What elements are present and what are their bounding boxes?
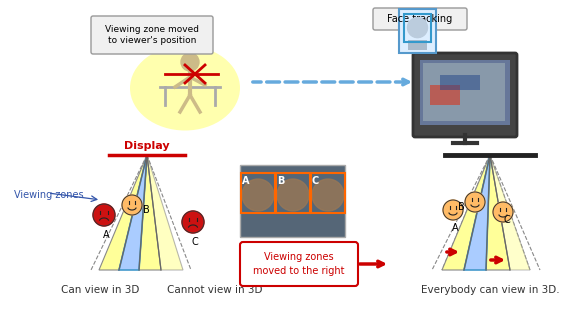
Polygon shape xyxy=(486,155,510,270)
Text: Cannot view in 3D: Cannot view in 3D xyxy=(167,285,263,295)
Circle shape xyxy=(93,204,115,226)
FancyBboxPatch shape xyxy=(240,242,358,286)
Circle shape xyxy=(465,192,485,212)
Circle shape xyxy=(122,195,142,215)
Text: A: A xyxy=(103,230,109,240)
Bar xyxy=(408,40,427,50)
Polygon shape xyxy=(464,155,490,270)
Polygon shape xyxy=(119,155,147,270)
FancyBboxPatch shape xyxy=(413,53,517,137)
Circle shape xyxy=(181,53,199,71)
Text: B: B xyxy=(277,176,284,186)
Polygon shape xyxy=(490,155,530,270)
Text: C: C xyxy=(312,176,319,186)
Bar xyxy=(241,173,275,213)
Text: Face tracking: Face tracking xyxy=(387,14,453,24)
Ellipse shape xyxy=(130,46,240,131)
Bar xyxy=(420,60,510,125)
Circle shape xyxy=(443,200,463,220)
Text: B: B xyxy=(143,205,149,215)
Polygon shape xyxy=(99,155,147,270)
Text: Everybody can view in 3D.: Everybody can view in 3D. xyxy=(421,285,559,295)
FancyBboxPatch shape xyxy=(373,8,467,30)
Bar xyxy=(240,165,345,237)
Polygon shape xyxy=(147,155,183,270)
Bar xyxy=(430,85,460,105)
FancyBboxPatch shape xyxy=(399,9,436,53)
Bar xyxy=(404,14,431,42)
Text: Viewing zones
moved to the right: Viewing zones moved to the right xyxy=(253,252,345,276)
Bar xyxy=(276,173,310,213)
Circle shape xyxy=(312,179,344,211)
Text: A: A xyxy=(242,176,249,186)
Bar xyxy=(311,173,345,213)
Circle shape xyxy=(493,202,513,222)
Bar xyxy=(440,75,480,90)
Text: Display: Display xyxy=(124,141,170,151)
Text: Can view in 3D: Can view in 3D xyxy=(61,285,139,295)
Polygon shape xyxy=(442,155,490,270)
Polygon shape xyxy=(139,155,161,270)
Circle shape xyxy=(242,179,274,211)
Circle shape xyxy=(407,18,427,38)
Text: C: C xyxy=(191,237,198,247)
Circle shape xyxy=(277,179,309,211)
FancyBboxPatch shape xyxy=(91,16,213,54)
Text: Viewing zones: Viewing zones xyxy=(14,190,83,200)
Text: A: A xyxy=(451,223,458,233)
Circle shape xyxy=(182,211,204,233)
Text: Viewing zone moved
to viewer's position: Viewing zone moved to viewer's position xyxy=(105,25,199,45)
Bar xyxy=(423,63,505,121)
Text: C: C xyxy=(504,215,510,225)
Text: B: B xyxy=(458,202,464,212)
